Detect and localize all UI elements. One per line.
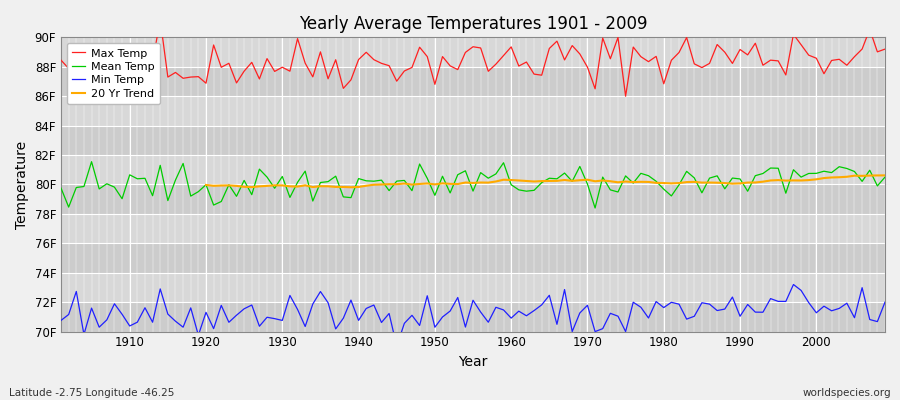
- Min Temp: [392, 344, 402, 348]
- 20 Yr Trend: [201, 182, 212, 187]
- Min Temp: [284, 293, 295, 298]
- Min Temp: [506, 316, 517, 320]
- Max Temp: [513, 64, 524, 68]
- Title: Yearly Average Temperatures 1901 - 2009: Yearly Average Temperatures 1901 - 2009: [299, 15, 647, 33]
- Mean Temp: [86, 159, 97, 164]
- Bar: [61, 184, 885, 214]
- Mean Temp: [506, 182, 517, 187]
- 20 Yr Trend: [879, 173, 890, 178]
- Mean Temp: [590, 206, 600, 210]
- 20 Yr Trend: [414, 182, 425, 186]
- Legend: Max Temp, Mean Temp, Min Temp, 20 Yr Trend: Max Temp, Mean Temp, Min Temp, 20 Yr Tre…: [67, 43, 160, 104]
- 20 Yr Trend: [788, 178, 799, 183]
- Min Temp: [605, 311, 616, 316]
- Line: Mean Temp: Mean Temp: [61, 162, 885, 208]
- Bar: [61, 37, 885, 67]
- Max Temp: [155, 17, 166, 22]
- 20 Yr Trend: [292, 184, 303, 189]
- 20 Yr Trend: [773, 178, 784, 182]
- Bar: [61, 96, 885, 126]
- Min Temp: [513, 309, 524, 314]
- Mean Temp: [879, 175, 890, 180]
- Text: worldspecies.org: worldspecies.org: [803, 388, 891, 398]
- Max Temp: [879, 47, 890, 52]
- Bar: [61, 214, 885, 243]
- Min Temp: [788, 282, 799, 287]
- Bar: [61, 67, 885, 96]
- Bar: [61, 243, 885, 273]
- Max Temp: [506, 44, 517, 49]
- 20 Yr Trend: [681, 180, 692, 184]
- Min Temp: [879, 300, 890, 304]
- Mean Temp: [124, 172, 135, 177]
- Mean Temp: [56, 186, 67, 190]
- Mean Temp: [613, 190, 624, 194]
- 20 Yr Trend: [346, 185, 356, 190]
- Min Temp: [117, 312, 128, 317]
- Y-axis label: Temperature: Temperature: [15, 140, 29, 228]
- Line: 20 Yr Trend: 20 Yr Trend: [206, 175, 885, 187]
- 20 Yr Trend: [857, 174, 868, 178]
- Max Temp: [605, 56, 616, 61]
- Mean Temp: [292, 180, 303, 185]
- Line: Max Temp: Max Temp: [61, 20, 885, 96]
- Max Temp: [620, 94, 631, 98]
- Bar: [61, 302, 885, 332]
- Line: Min Temp: Min Temp: [61, 284, 885, 346]
- Max Temp: [338, 86, 348, 91]
- Max Temp: [56, 58, 67, 62]
- Mean Temp: [513, 188, 524, 192]
- Min Temp: [56, 318, 67, 323]
- Max Temp: [117, 70, 128, 74]
- Bar: [61, 273, 885, 302]
- X-axis label: Year: Year: [458, 355, 488, 369]
- Bar: [61, 126, 885, 155]
- Bar: [61, 155, 885, 184]
- Mean Temp: [338, 194, 348, 199]
- Max Temp: [292, 36, 303, 41]
- Text: Latitude -2.75 Longitude -46.25: Latitude -2.75 Longitude -46.25: [9, 388, 175, 398]
- Min Temp: [330, 326, 341, 331]
